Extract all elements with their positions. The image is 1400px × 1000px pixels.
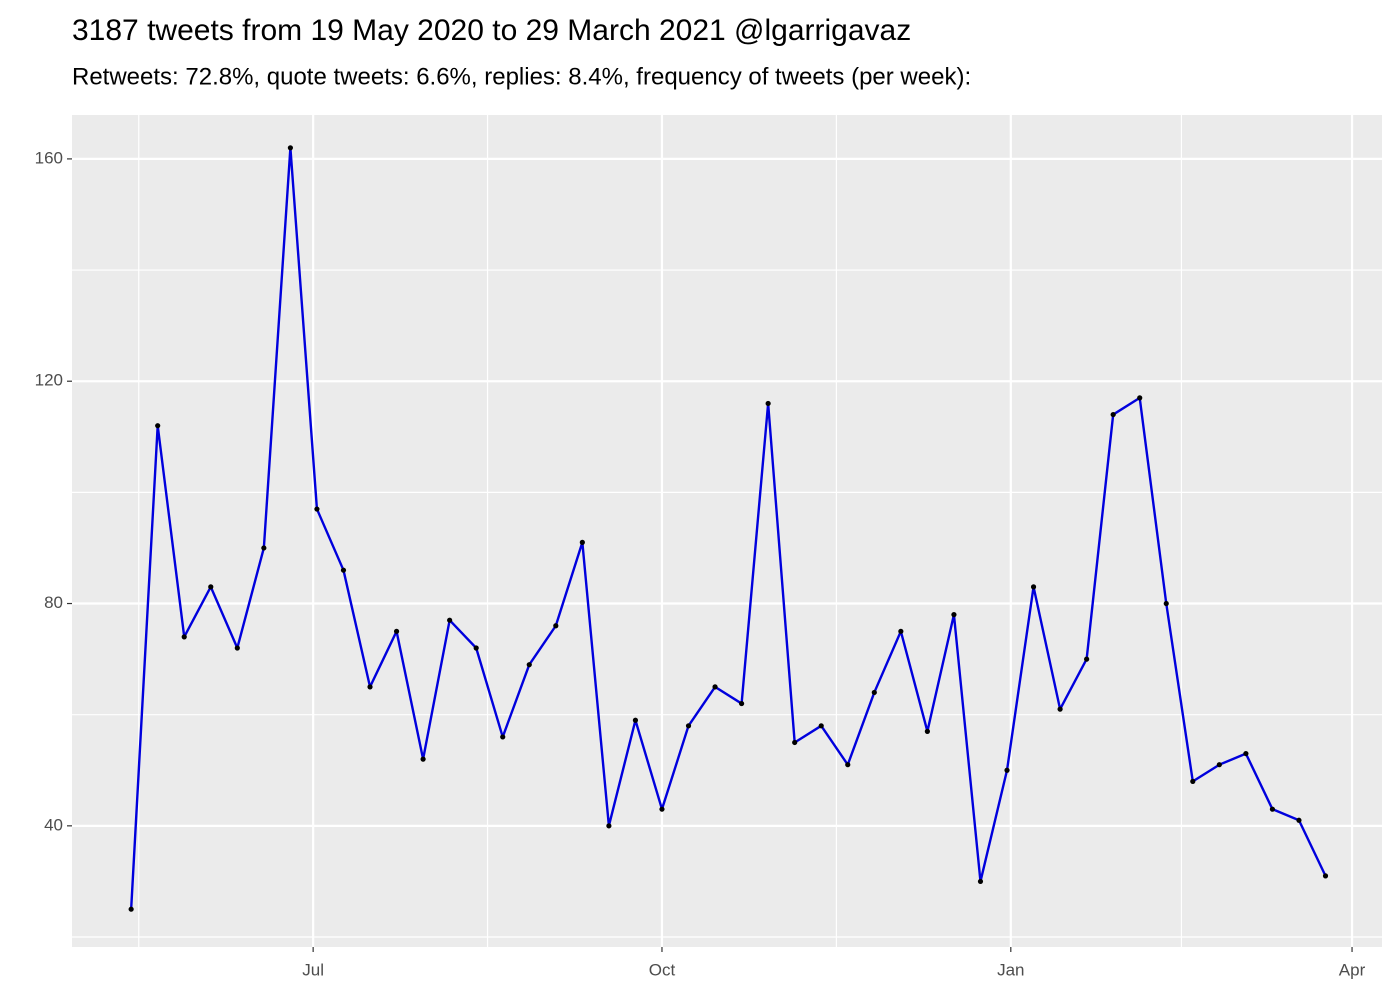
chart-subtitle: Retweets: 72.8%, quote tweets: 6.6%, rep… bbox=[72, 63, 971, 90]
point bbox=[367, 684, 373, 690]
point bbox=[579, 539, 585, 545]
panel bbox=[72, 115, 1382, 947]
point bbox=[924, 728, 930, 734]
point bbox=[1269, 806, 1276, 812]
chart-title: 3187 tweets from 19 May 2020 to 29 March… bbox=[72, 14, 911, 47]
point bbox=[1322, 873, 1329, 879]
point bbox=[261, 545, 267, 551]
x-tick-label: Jul bbox=[302, 960, 324, 979]
point bbox=[1137, 395, 1143, 401]
point bbox=[632, 717, 639, 723]
point bbox=[500, 734, 506, 740]
point bbox=[1243, 750, 1249, 757]
point bbox=[765, 400, 771, 407]
point bbox=[1057, 706, 1063, 712]
x-tick-label: Jan bbox=[997, 960, 1024, 979]
point bbox=[1004, 767, 1010, 773]
point bbox=[314, 506, 320, 512]
point bbox=[1190, 778, 1196, 784]
point bbox=[181, 634, 187, 640]
point bbox=[1216, 762, 1222, 768]
point bbox=[447, 617, 453, 623]
x-tick-label: Oct bbox=[649, 960, 676, 979]
point bbox=[1030, 584, 1037, 590]
point bbox=[951, 612, 957, 618]
point bbox=[1163, 600, 1169, 607]
point bbox=[208, 584, 214, 590]
point bbox=[473, 645, 479, 651]
point bbox=[977, 878, 984, 885]
point bbox=[1296, 817, 1302, 823]
point bbox=[553, 623, 559, 629]
point bbox=[606, 823, 612, 829]
point bbox=[420, 756, 426, 762]
point bbox=[393, 628, 400, 634]
point bbox=[685, 723, 692, 729]
point bbox=[1110, 411, 1116, 418]
point bbox=[738, 700, 745, 707]
point bbox=[128, 906, 134, 912]
y-tick-label: 120 bbox=[35, 371, 63, 390]
x-tick-label: Apr bbox=[1339, 960, 1366, 979]
point bbox=[155, 423, 161, 429]
point bbox=[526, 662, 532, 668]
line bbox=[129, 146, 1327, 910]
y-tick-label: 80 bbox=[44, 593, 63, 612]
point bbox=[898, 628, 904, 634]
point bbox=[818, 723, 824, 729]
point bbox=[871, 689, 877, 696]
point bbox=[712, 684, 718, 690]
point bbox=[792, 739, 798, 746]
point bbox=[1084, 656, 1090, 662]
point bbox=[287, 145, 293, 151]
point bbox=[659, 806, 665, 812]
point bbox=[845, 762, 851, 768]
y-tick-label: 40 bbox=[44, 815, 63, 834]
point bbox=[340, 567, 347, 573]
point bbox=[234, 645, 240, 651]
y-tick-label: 160 bbox=[35, 148, 63, 167]
